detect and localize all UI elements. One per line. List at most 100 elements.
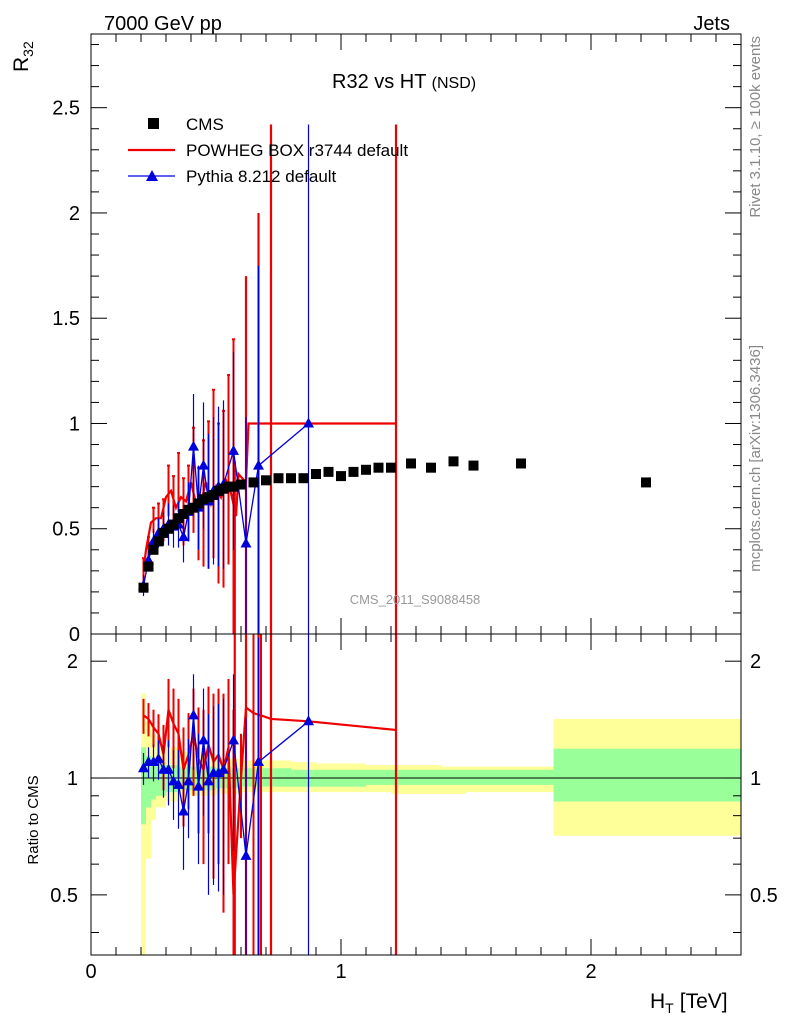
band-inner-segment: [141, 747, 146, 825]
pythia-ratio-marker: [213, 767, 224, 778]
ratio-y-tick-label: 2: [67, 651, 78, 673]
cms-data-point: [516, 458, 526, 469]
pythia-ratio-marker: [198, 734, 209, 745]
pythia-marker: [240, 537, 252, 548]
chart-title-main: R32 vs HT: [332, 71, 426, 93]
pythia-ratio-marker: [163, 763, 174, 774]
cms-data-point: [406, 458, 416, 469]
band-inner-segment: [416, 769, 441, 785]
band-inner-segment: [366, 769, 391, 785]
y-tick-label: 1.5: [52, 308, 80, 330]
beam-label: 7000 GeV pp: [104, 13, 222, 35]
cms-data-point: [448, 456, 459, 467]
y-axis-label: R32: [10, 41, 36, 72]
pythia-marker: [188, 440, 199, 451]
process-label: Jets: [693, 13, 730, 35]
pythia-marker: [228, 444, 239, 455]
cms-data-point: [261, 475, 271, 486]
legend-pythia-label: Pythia 8.212 default: [186, 167, 337, 186]
legend: CMS POWHEG BOX r3744 default Pythia 8.21…: [128, 115, 408, 186]
x-axis-label: HT [TeV]: [650, 990, 728, 1016]
mcplots-label: mcplots.cern.ch [arXiv:1306.3436]: [747, 345, 764, 572]
ratio-y-tick-label-right: 2: [750, 651, 761, 673]
legend-cms-marker: [148, 118, 159, 129]
pythia-ratio-marker: [148, 755, 159, 766]
band-inner-segment: [441, 769, 466, 785]
ratio-y-tick-label-right: 0.5: [750, 885, 778, 907]
pythia-ratio-marker: [253, 755, 264, 766]
cms-data-point: [323, 466, 334, 477]
pythia-ratio-marker: [183, 775, 194, 786]
band-inner-segment: [553, 748, 741, 802]
pythia-ratio-marker: [228, 734, 239, 745]
x-tick-label: 0: [85, 961, 96, 983]
x-axis-label-main: H: [650, 990, 665, 1013]
cms-data-point: [361, 464, 371, 475]
x-axis-label-sub: T: [665, 1000, 674, 1016]
cms-data-point: [168, 519, 179, 530]
y-tick-label: 0.5: [52, 519, 80, 541]
cms-data-point: [311, 469, 321, 479]
pythia-ratio-marker: [218, 763, 229, 774]
cms-data-point: [228, 481, 239, 492]
y-axis-label-main: R: [10, 57, 33, 72]
cms-data-point: [248, 477, 259, 488]
band-inner-segment: [491, 769, 554, 785]
powheg-line: [142, 422, 396, 571]
pythia-marker: [253, 459, 264, 470]
cms-data-point: [236, 479, 246, 490]
band-inner-segment: [146, 755, 151, 808]
pythia-ratio-marker: [203, 775, 214, 786]
y-tick-label: 2: [69, 203, 80, 225]
ratio-y-tick-label-right: 1: [750, 768, 761, 790]
cms-data-point: [273, 473, 284, 484]
y-tick-label: 0: [69, 624, 80, 646]
ratio-y-tick-label: 1: [67, 768, 78, 790]
ratio-y-axis-label: Ratio to CMS: [25, 775, 42, 864]
band-inner-segment: [391, 769, 416, 785]
cms-data-point: [426, 462, 436, 473]
cms-data-point: [386, 462, 396, 473]
x-axis-label-unit: [TeV]: [680, 990, 728, 1013]
cms-data-point: [468, 460, 479, 471]
pythia-ratio-marker: [138, 762, 149, 773]
legend-powheg-label: POWHEG BOX r3744 default: [186, 141, 408, 160]
pythia-ratio-marker: [193, 780, 204, 791]
y-tick-label: 1: [69, 413, 80, 435]
pythia-ratio-marker: [178, 805, 189, 816]
legend-pythia-marker: [146, 170, 158, 181]
y-tick-label: 2.5: [52, 98, 80, 120]
band-inner-segment: [156, 761, 166, 796]
cms-data-series: [138, 456, 651, 593]
pythia-ratio-marker: [168, 775, 179, 786]
cms-data-point: [138, 582, 149, 593]
pythia-ratio-marker: [173, 778, 184, 789]
cms-data-point: [286, 473, 296, 484]
cms-data-point: [298, 473, 309, 484]
legend-cms-label: CMS: [186, 115, 224, 134]
ratio-y-tick-label: 0.5: [50, 885, 78, 907]
cms-data-point: [641, 477, 651, 488]
pythia-ratio-marker: [240, 849, 252, 860]
pythia-marker: [303, 417, 314, 428]
x-tick-label: 2: [585, 961, 596, 983]
chart-title: R32 vs HT (NSD): [332, 71, 476, 93]
pythia-ratio-marker: [153, 752, 164, 763]
pythia-ratio-marker: [303, 715, 314, 726]
cms-data-point: [348, 466, 359, 477]
chart-title-suffix: (NSD): [432, 75, 476, 92]
axis-ticks: 0 1 2 0 0.5 1 1.5 2 2.5 0.5 0.5 1 1 2 2: [50, 34, 778, 983]
x-tick-label: 1: [335, 961, 346, 983]
cms-data-point: [336, 471, 346, 482]
rivet-label: Rivet 3.1.10, ≥ 100k events: [747, 36, 764, 218]
band-outer-segment: [141, 693, 146, 955]
pythia-marker: [198, 459, 209, 470]
cms-data-point: [143, 561, 154, 572]
cms-data-point: [148, 544, 159, 555]
y-axis-label-sub: 32: [20, 41, 36, 57]
band-inner-segment: [466, 769, 491, 785]
pythia-marker: [178, 531, 189, 542]
analysis-label: CMS_2011_S9088458: [350, 592, 481, 607]
pythia-ratio-marker: [188, 709, 199, 720]
